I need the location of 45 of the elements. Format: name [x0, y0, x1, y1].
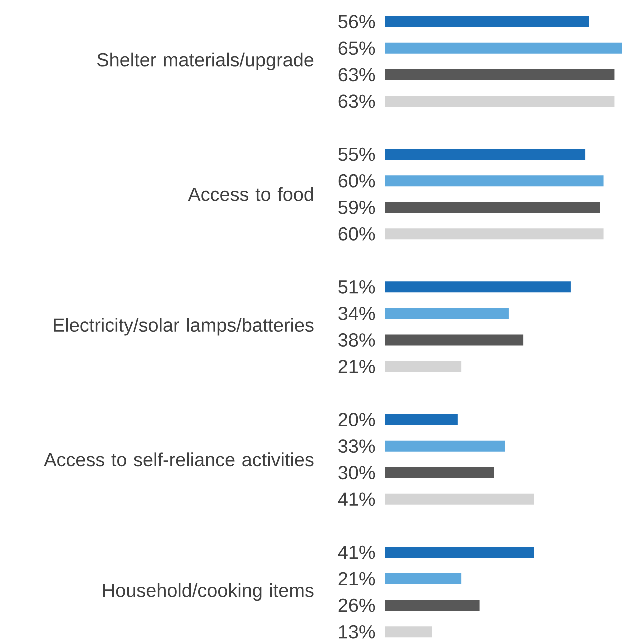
bar	[385, 546, 534, 558]
bar	[385, 494, 534, 505]
bar	[385, 440, 506, 452]
data-label: 51%	[338, 280, 376, 294]
data-label: 60%	[338, 227, 376, 241]
data-label: 38%	[338, 334, 376, 347]
bar	[385, 202, 600, 214]
bar	[385, 282, 571, 293]
data-label: 41%	[338, 492, 376, 506]
data-label: 26%	[338, 598, 376, 612]
bar	[385, 16, 590, 28]
data-label: 13%	[339, 625, 376, 639]
bar	[385, 149, 586, 160]
data-label: 41%	[338, 546, 376, 560]
data-label: 59%	[338, 200, 376, 214]
bar	[385, 334, 524, 346]
bar	[385, 228, 604, 240]
data-label: 34%	[338, 307, 376, 320]
bar	[385, 176, 604, 187]
data-label: 56%	[338, 15, 376, 29]
y-tick-label: Access to self-reliance activities	[44, 452, 314, 467]
bar	[385, 69, 615, 80]
bar	[385, 600, 480, 612]
data-label: 63%	[338, 68, 376, 82]
y-tick-label: Household/cooking items	[103, 583, 314, 602]
bar	[385, 96, 615, 107]
data-label: 30%	[338, 466, 376, 480]
bar	[385, 308, 509, 320]
bar	[385, 574, 462, 585]
data-label: 63%	[338, 94, 376, 108]
y-tick-label: Access to food	[188, 187, 314, 202]
data-label: 21%	[338, 360, 376, 374]
bar	[385, 414, 458, 426]
bar	[385, 361, 462, 372]
data-label: 21%	[338, 572, 376, 586]
data-label: 55%	[338, 148, 376, 162]
data-label: 60%	[338, 174, 376, 188]
bar	[385, 467, 494, 478]
bar	[385, 42, 622, 54]
data-label: 20%	[338, 413, 376, 427]
y-tick-label: Shelter materials/upgrade	[98, 52, 314, 70]
data-label: 33%	[338, 440, 376, 454]
bar	[385, 626, 432, 638]
y-tick-label: Electricity/solar lamps/batteries	[54, 318, 314, 336]
data-label: 65%	[338, 42, 376, 56]
